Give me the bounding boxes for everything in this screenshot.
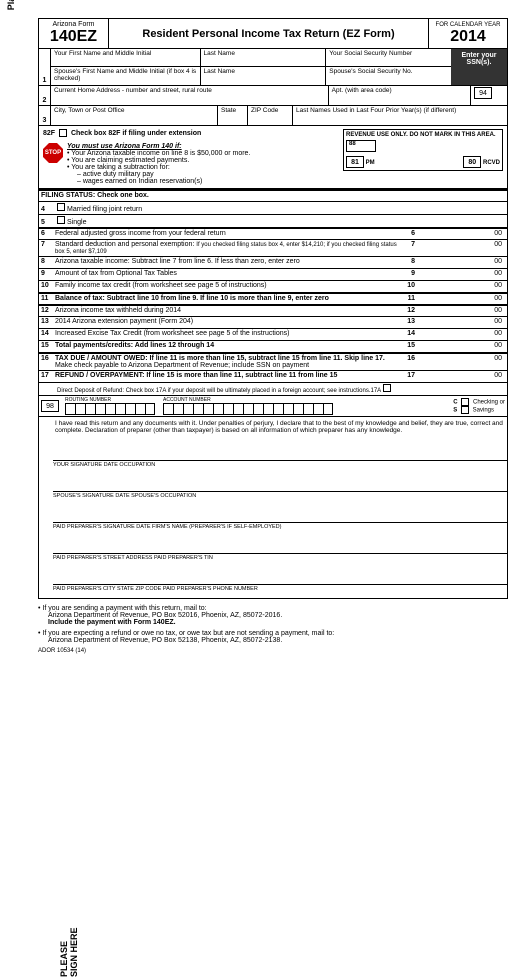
spouse-first-label[interactable]: Spouse's First Name and Middle Initial (…: [51, 67, 201, 85]
zip-field[interactable]: ZIP Code: [248, 106, 293, 125]
stop-heading: You must use Arizona Form 140 if:: [67, 143, 182, 150]
city-row: 3 City, Town or Post Office State ZIP Co…: [38, 106, 508, 126]
spouse-ssn-label[interactable]: Spouse's Social Security No.: [326, 67, 451, 85]
account-boxes[interactable]: [163, 403, 333, 415]
tax-form-page: Place any required federal and AZ schedu…: [0, 0, 530, 664]
ext-checkbox[interactable]: [59, 129, 67, 137]
stop-item: – active duty military pay: [67, 171, 250, 178]
form-revision: ADOR 10534 (14): [38, 648, 508, 654]
signature-label: PAID PREPARER'S CITY STATE ZIP CODE PAID…: [53, 586, 507, 592]
signature-line[interactable]: [53, 513, 507, 523]
signature-line[interactable]: [53, 482, 507, 492]
signature-label: SPOUSE'S SIGNATURE DATE SPOUSE'S OCCUPAT…: [53, 493, 507, 499]
savings-box[interactable]: [461, 406, 469, 414]
stop-item: – wages earned on Indian reservation(s): [67, 178, 250, 185]
ssn-arrow-box: Enter your SSN(s).: [451, 49, 507, 85]
stop-item: • You are claiming estimated payments.: [67, 157, 250, 164]
routing-boxes[interactable]: [65, 403, 155, 415]
signature-label: PAID PREPARER'S STREET ADDRESS PAID PREP…: [53, 555, 507, 561]
mailing-footer: If you are sending a payment with this r…: [38, 605, 508, 654]
address-row: 2 Current Home Address - number and stre…: [38, 86, 508, 106]
last-name-label[interactable]: Last Name: [201, 49, 327, 66]
tax-year: 2014: [450, 28, 486, 46]
spouse-last-label[interactable]: Last Name: [201, 67, 327, 85]
signature-line[interactable]: [53, 544, 507, 554]
name-row-1: 1 Your First Name and Middle Initial Las…: [38, 49, 508, 86]
state-label: Arizona Form: [52, 21, 94, 28]
apt-label[interactable]: Apt. (with area code): [329, 86, 471, 105]
signature-line[interactable]: [53, 451, 507, 461]
checking-box[interactable]: [461, 398, 469, 406]
signature-block: PLEASE SIGN HERE I have read this return…: [38, 417, 508, 599]
stop-item: • Your Arizona taxable income on line 8 …: [67, 150, 250, 157]
row-num-3: 3: [39, 106, 51, 125]
box-98: 98: [41, 400, 59, 412]
box-80: 80: [463, 156, 481, 168]
box-81: 81: [346, 156, 364, 168]
filing-status-heading: FILING STATUS: Check one box.: [41, 192, 149, 199]
row-num-1: 1: [39, 49, 51, 85]
extension-section: REVENUE USE ONLY. DO NOT MARK IN THIS AR…: [38, 126, 508, 189]
first-name-label[interactable]: Your First Name and Middle Initial: [51, 49, 201, 66]
row-num-2: 2: [39, 86, 51, 105]
box-single[interactable]: [57, 216, 65, 224]
ext-82f: 82F: [43, 130, 55, 137]
box-17a[interactable]: [383, 384, 391, 392]
stop-item: • You are taking a subtraction for:: [67, 164, 250, 171]
prior-names[interactable]: Last Names Used in Last Four Prior Year(…: [293, 106, 507, 125]
left-margin-warning: Place any required federal and AZ schedu…: [6, 0, 26, 50]
sign-here-label: PLEASE SIGN HERE: [59, 917, 71, 977]
form-header: Arizona Form 140EZ Resident Personal Inc…: [38, 18, 508, 49]
state-field[interactable]: State: [218, 106, 248, 125]
city-label[interactable]: City, Town or Post Office: [51, 106, 218, 125]
form-number: 140EZ: [50, 28, 97, 46]
declaration-text: I have read this return and any document…: [53, 417, 507, 437]
stop-icon: STOP: [43, 143, 63, 163]
revenue-use-box: REVENUE USE ONLY. DO NOT MARK IN THIS AR…: [343, 129, 503, 171]
signature-label: PAID PREPARER'S SIGNATURE DATE FIRM'S NA…: [53, 524, 507, 530]
box-married[interactable]: [57, 203, 65, 211]
form-title: Resident Personal Income Tax Return (EZ …: [109, 19, 429, 48]
signature-line[interactable]: [53, 575, 507, 585]
filing-lines: FILING STATUS: Check one box. 4Married f…: [38, 189, 508, 417]
signature-label: YOUR SIGNATURE DATE OCCUPATION: [53, 462, 507, 468]
ssn-label[interactable]: Your Social Security Number: [326, 49, 451, 66]
address-label[interactable]: Current Home Address - number and street…: [51, 86, 329, 105]
box-94: 94: [471, 86, 507, 105]
box-88: 88: [346, 140, 376, 152]
